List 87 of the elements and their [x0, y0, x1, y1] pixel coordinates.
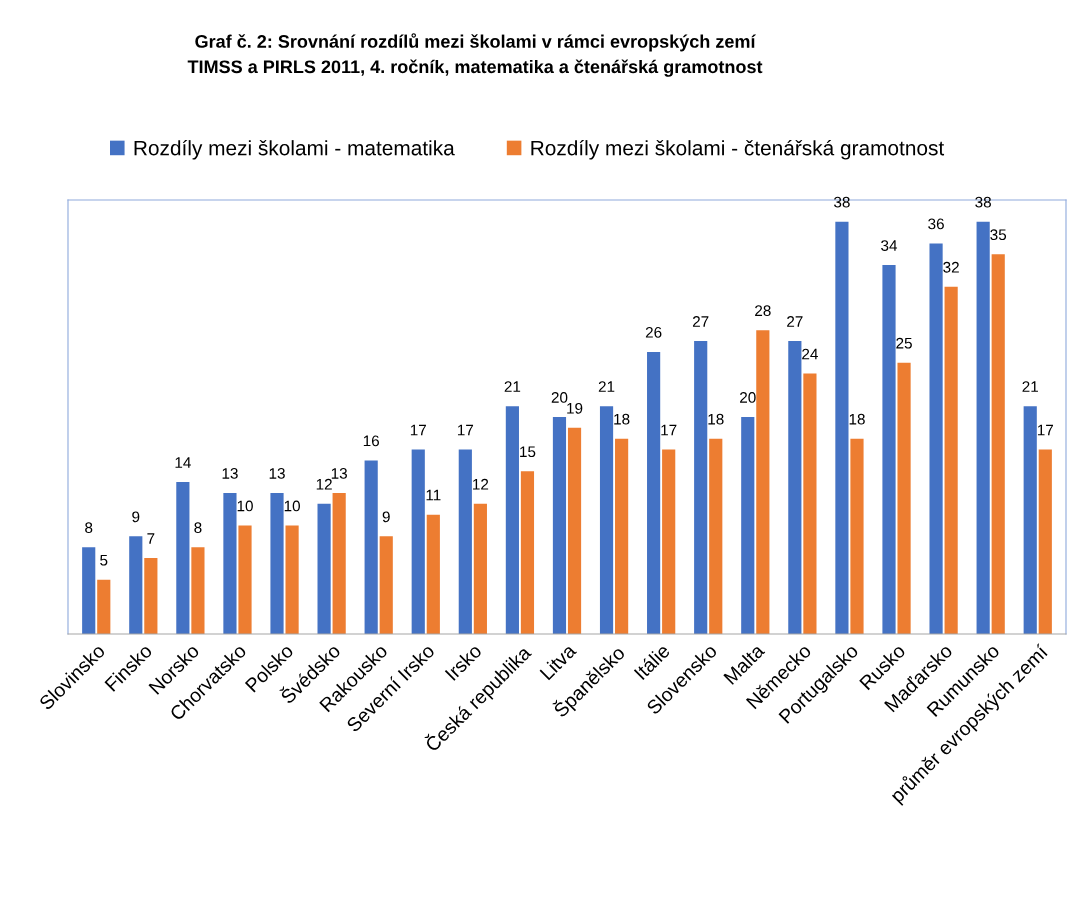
- data-label: 13: [222, 468, 238, 479]
- data-label: 38: [975, 196, 991, 208]
- data-label: 38: [834, 196, 850, 208]
- data-label: 34: [881, 240, 898, 251]
- data-label: 21: [504, 381, 521, 392]
- bar: [238, 525, 252, 634]
- data-label: 20: [740, 392, 756, 403]
- data-label: 5: [100, 554, 108, 566]
- data-label: 15: [520, 446, 536, 458]
- data-label: 13: [331, 468, 347, 479]
- data-label: 14: [175, 457, 191, 468]
- legend-label: Rozdíly mezi školami - čtenářská gramotnost: [531, 139, 945, 160]
- data-label: 27: [787, 316, 803, 327]
- bar: [897, 362, 911, 634]
- data-label: 20: [551, 392, 568, 403]
- bar: [473, 503, 487, 634]
- bar: [552, 417, 567, 634]
- data-label: 18: [708, 413, 724, 425]
- bar: [615, 438, 629, 634]
- legend-label: Rozdíly mezi školami - matematika: [134, 139, 455, 160]
- data-label: 19: [567, 402, 583, 414]
- bar: [285, 525, 299, 634]
- data-label: 35: [990, 229, 1007, 241]
- bar: [835, 221, 849, 634]
- bar: [1038, 449, 1052, 634]
- bar: [803, 373, 817, 634]
- data-label: 13: [269, 468, 285, 479]
- data-label: 17: [457, 424, 474, 436]
- chart-title: Graf č. 2: Srovnání rozdílů mezi školami v rámci evropských zemí TIMSS a PIRLS 2011, 4. ročník, matematika a čtenářská gramotnost: [187, 33, 763, 77]
- data-label: 16: [363, 435, 379, 447]
- bar: [270, 492, 284, 634]
- data-label: 17: [1037, 424, 1054, 436]
- data-label: 12: [473, 478, 489, 490]
- bar: [191, 547, 205, 634]
- bar: [426, 514, 440, 634]
- bar: [662, 449, 676, 634]
- bar: [1023, 406, 1037, 634]
- data-label: 17: [410, 424, 426, 436]
- data-label: 8: [85, 522, 93, 534]
- data-label: 32: [943, 261, 959, 273]
- bar: [332, 492, 346, 634]
- data-label: 21: [598, 381, 615, 392]
- data-label: 10: [237, 500, 253, 512]
- data-label: 21: [1022, 381, 1038, 392]
- data-label: 36: [928, 218, 944, 230]
- bar: [567, 427, 582, 634]
- bar: [505, 406, 519, 634]
- bar: [647, 351, 661, 634]
- data-label: 17: [661, 424, 677, 436]
- bar: [756, 330, 770, 634]
- bar: [458, 449, 472, 634]
- bar: [599, 406, 614, 634]
- bar: [976, 221, 990, 634]
- data-label: 18: [849, 413, 865, 425]
- bar: [694, 341, 708, 634]
- bar: [944, 286, 958, 634]
- bar: [223, 492, 237, 634]
- bar: [82, 547, 96, 634]
- bar: [176, 482, 190, 634]
- bar: [850, 438, 864, 634]
- bar: [379, 536, 393, 634]
- bar: [709, 438, 723, 634]
- data-label: 24: [802, 348, 818, 360]
- data-label: 7: [147, 533, 155, 544]
- bar: [929, 243, 943, 634]
- data-label: 26: [645, 326, 662, 338]
- bar: [364, 460, 378, 634]
- bar: [144, 558, 158, 634]
- data-label: 25: [896, 337, 912, 349]
- bar: [411, 449, 425, 634]
- data-label: 28: [755, 305, 771, 317]
- bar: [741, 417, 755, 634]
- data-label: 10: [284, 500, 300, 512]
- data-label: 8: [194, 522, 202, 534]
- data-label: 27: [692, 316, 709, 327]
- bar: [129, 536, 143, 634]
- data-label: 9: [132, 511, 140, 523]
- bar: [317, 503, 331, 634]
- bar: [991, 254, 1005, 634]
- bar: [788, 341, 802, 634]
- data-label: 9: [382, 511, 390, 523]
- data-label: 18: [614, 413, 630, 425]
- data-label: 12: [316, 478, 332, 490]
- data-label: 11: [426, 489, 441, 501]
- bar: [97, 579, 111, 634]
- bar: [882, 265, 896, 634]
- bar: [520, 471, 535, 634]
